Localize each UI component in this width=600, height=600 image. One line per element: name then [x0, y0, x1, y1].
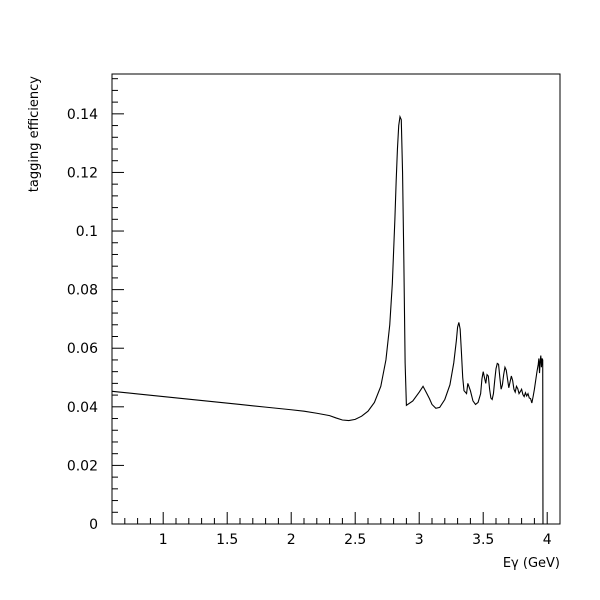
x-tick-label: 3 — [415, 532, 424, 548]
y-axis-tick-labels: 0 0.02 0.04 0.06 0.08 0.1 0.12 0.14 — [67, 107, 98, 533]
y-tick-label: 0.14 — [67, 107, 98, 123]
y-axis-title: tagging efficiency — [27, 76, 42, 193]
x-tick-label: 4 — [543, 532, 552, 548]
x-axis-ticks — [111, 512, 561, 524]
series-line — [111, 114, 544, 525]
y-axis-ticks — [112, 78, 124, 525]
plot-frame — [111, 73, 561, 525]
x-tick-label: 1.5 — [216, 532, 238, 548]
y-tick-label: 0.12 — [67, 165, 98, 181]
y-tick-label: 0.1 — [76, 224, 98, 240]
x-axis-title: Eγ (GeV) — [503, 556, 560, 571]
x-tick-label: 1 — [159, 532, 168, 548]
y-tick-label: 0.04 — [67, 400, 98, 416]
y-tick-label: 0.02 — [67, 458, 98, 474]
y-tick-label: 0.06 — [67, 341, 98, 357]
x-tick-label: 2.5 — [344, 532, 366, 548]
x-tick-label: 3.5 — [472, 532, 494, 548]
y-tick-label: 0 — [89, 517, 98, 533]
x-tick-label: 2 — [287, 532, 296, 548]
x-axis-tick-labels: 1 1.5 2 2.5 3 3.5 4 — [159, 532, 552, 548]
y-tick-label: 0.08 — [67, 283, 98, 299]
